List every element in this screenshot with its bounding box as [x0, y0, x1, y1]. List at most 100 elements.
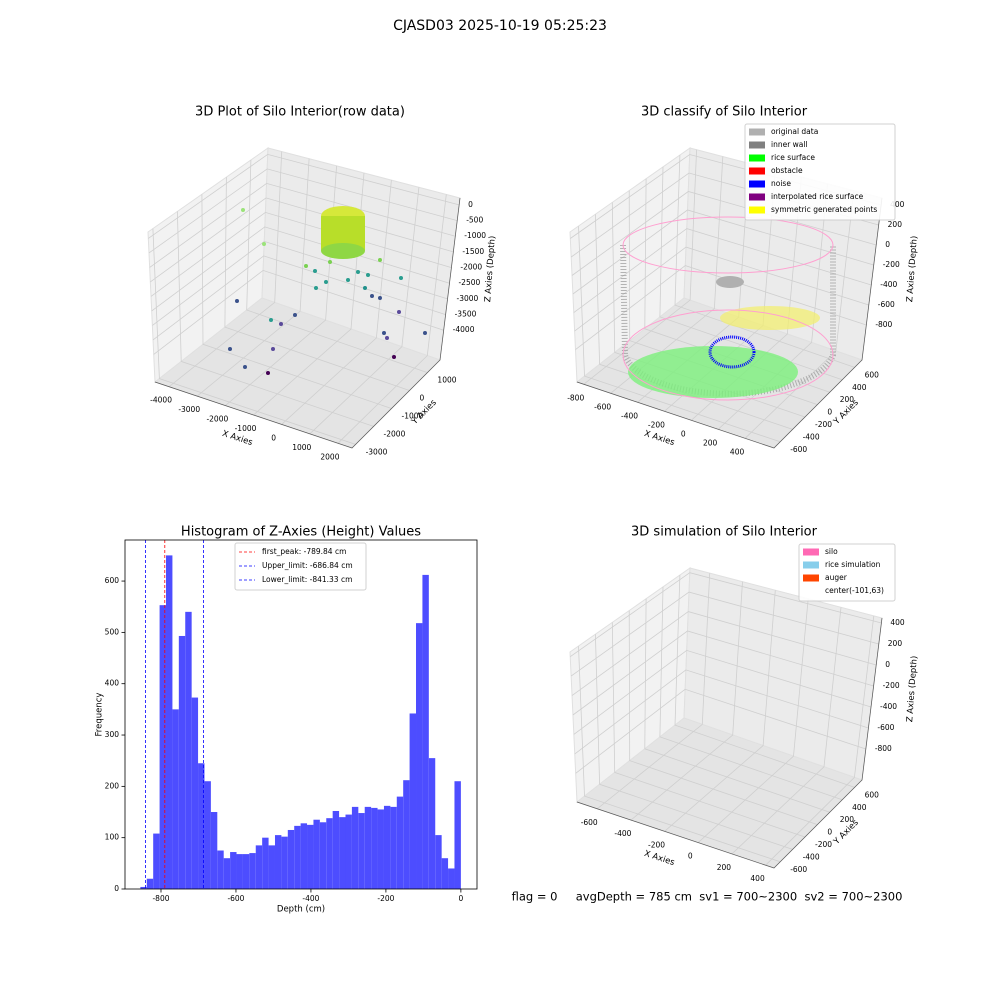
z-axis-label: Z Axies (Depth): [483, 235, 498, 302]
bar: [326, 818, 333, 889]
y-tick-label: -1000: [402, 411, 424, 420]
grid-line: [644, 598, 830, 813]
x-tick-label: 0: [271, 433, 276, 442]
y-tick-label: 200: [105, 781, 120, 790]
bar: [377, 809, 384, 889]
z-tick-label: -4000: [453, 325, 475, 334]
y-tick-label: 400: [852, 803, 867, 812]
bar: [172, 709, 179, 889]
cloud: [321, 243, 365, 259]
legend-swatch: [803, 574, 819, 582]
x-axis-label: Depth (cm): [277, 905, 325, 915]
chart-title: 3D classify of Silo Interior: [641, 105, 808, 120]
rice-surface: [628, 346, 798, 398]
grid-line: [583, 149, 697, 385]
z-tick-label: 0: [885, 240, 890, 249]
bar: [351, 806, 359, 889]
bar: [198, 763, 205, 889]
bar: [191, 697, 199, 889]
legend-label: noise: [771, 179, 791, 188]
grid-line: [674, 155, 855, 368]
y-tick-label: 200: [840, 815, 855, 824]
bar: [294, 825, 301, 889]
x-tick-label: 400: [750, 874, 765, 883]
grid-line: [578, 226, 781, 443]
y-tick-label: 0: [114, 884, 119, 893]
legend-box: [234, 542, 367, 591]
legend-swatch: [749, 141, 765, 149]
legend-label: rice surface: [771, 153, 815, 162]
legend-label: symmetric generated points: [771, 205, 877, 214]
grid-line: [572, 209, 874, 295]
bar: [409, 713, 417, 889]
grid-line: [152, 255, 446, 341]
bar: [428, 758, 436, 889]
bar: [383, 805, 391, 889]
z-tick-label: 200: [888, 639, 903, 648]
legend-label: auger: [825, 573, 848, 582]
y-tick-label: 1000: [437, 376, 456, 385]
grid-line: [674, 575, 855, 788]
grid-line: [717, 183, 828, 430]
grid-line: [595, 214, 793, 430]
grid-line: [148, 168, 458, 254]
legend-swatch: [803, 561, 819, 569]
x-tick-label: -800: [567, 393, 584, 402]
grid-line: [765, 615, 875, 866]
bar: [268, 845, 275, 889]
figure-title: CJASD03 2025-10-19 05:25:23: [393, 18, 607, 34]
legend-label: center(-101,63): [825, 586, 884, 595]
bar: [396, 796, 404, 889]
z-tick-label: -1000: [464, 231, 486, 240]
z-tick-label: -500: [466, 216, 483, 225]
grid-line: [150, 211, 452, 297]
z-tick-label: -2000: [460, 263, 482, 272]
grid-line: [148, 153, 460, 239]
grid-line: [152, 240, 448, 326]
annotation: flag = 0 avgDepth = 785 cm sv1 = 700~230…: [512, 890, 903, 904]
y-tick-label: 100: [105, 833, 120, 842]
legend-label: Upper_limit: -686.84 cm: [262, 561, 353, 570]
bar: [236, 854, 243, 889]
legend-label: obstacle: [771, 166, 803, 175]
bar: [435, 835, 442, 889]
z-tick-label: 200: [888, 220, 903, 229]
y-tick-label: -200: [815, 420, 832, 429]
axis-line: [576, 617, 883, 869]
bar: [242, 854, 250, 889]
grid-line: [570, 591, 879, 677]
grid-line: [596, 573, 711, 810]
grid-line: [572, 630, 874, 716]
legend-box: [744, 123, 896, 221]
silo-bottom: [622, 309, 834, 401]
legend-swatch: [803, 548, 819, 556]
bar: [332, 810, 340, 889]
bar: [364, 806, 372, 889]
bar: [230, 852, 237, 889]
y-tick-label: 0: [419, 394, 424, 403]
x-tick-label: -4000: [150, 396, 172, 405]
grid-line: [571, 191, 877, 276]
z-tick-label: -800: [875, 744, 892, 753]
x-tick-label: -200: [648, 840, 665, 849]
grid-line: [731, 607, 842, 855]
bar: [319, 822, 327, 889]
chart-title: Histogram of Z-Axies (Height) Values: [181, 525, 421, 540]
y-tick-label: 400: [852, 383, 867, 392]
legend-label: first_peak: -789.84 cm: [262, 547, 346, 556]
legend-label: silo: [825, 547, 838, 556]
z-tick-label: -400: [880, 280, 897, 289]
bar: [403, 780, 410, 889]
y-tick-label: 600: [105, 576, 120, 585]
z-tick-label: -800: [875, 320, 892, 329]
z-tick-label: -200: [883, 260, 900, 269]
y-tick-label: -2000: [384, 429, 406, 438]
x-tick-label: 0: [458, 894, 463, 903]
points: [228, 208, 427, 375]
bar: [185, 611, 192, 889]
grid-line: [571, 611, 877, 696]
grid-line: [744, 190, 855, 439]
x-tick-label: 400: [730, 447, 745, 456]
bar: [448, 868, 455, 889]
z-tick-label: 0: [468, 200, 473, 209]
